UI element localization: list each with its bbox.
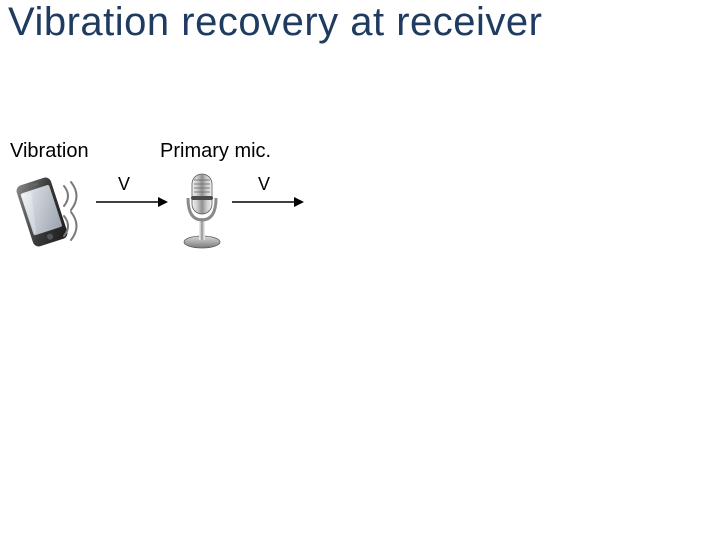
arrow-label-v1: V (118, 174, 130, 195)
page-title: Vibration recovery at receiver (8, 0, 543, 45)
label-primary-mic: Primary mic. (160, 140, 271, 163)
label-vibration: Vibration (10, 140, 89, 163)
microphone-icon (176, 168, 228, 250)
slide: Vibration recovery at receiver Vibration… (0, 0, 720, 540)
arrow-1 (96, 196, 168, 208)
arrow-2 (232, 196, 304, 208)
arrow-label-v2: V (258, 174, 270, 195)
phone-icon (14, 172, 92, 250)
